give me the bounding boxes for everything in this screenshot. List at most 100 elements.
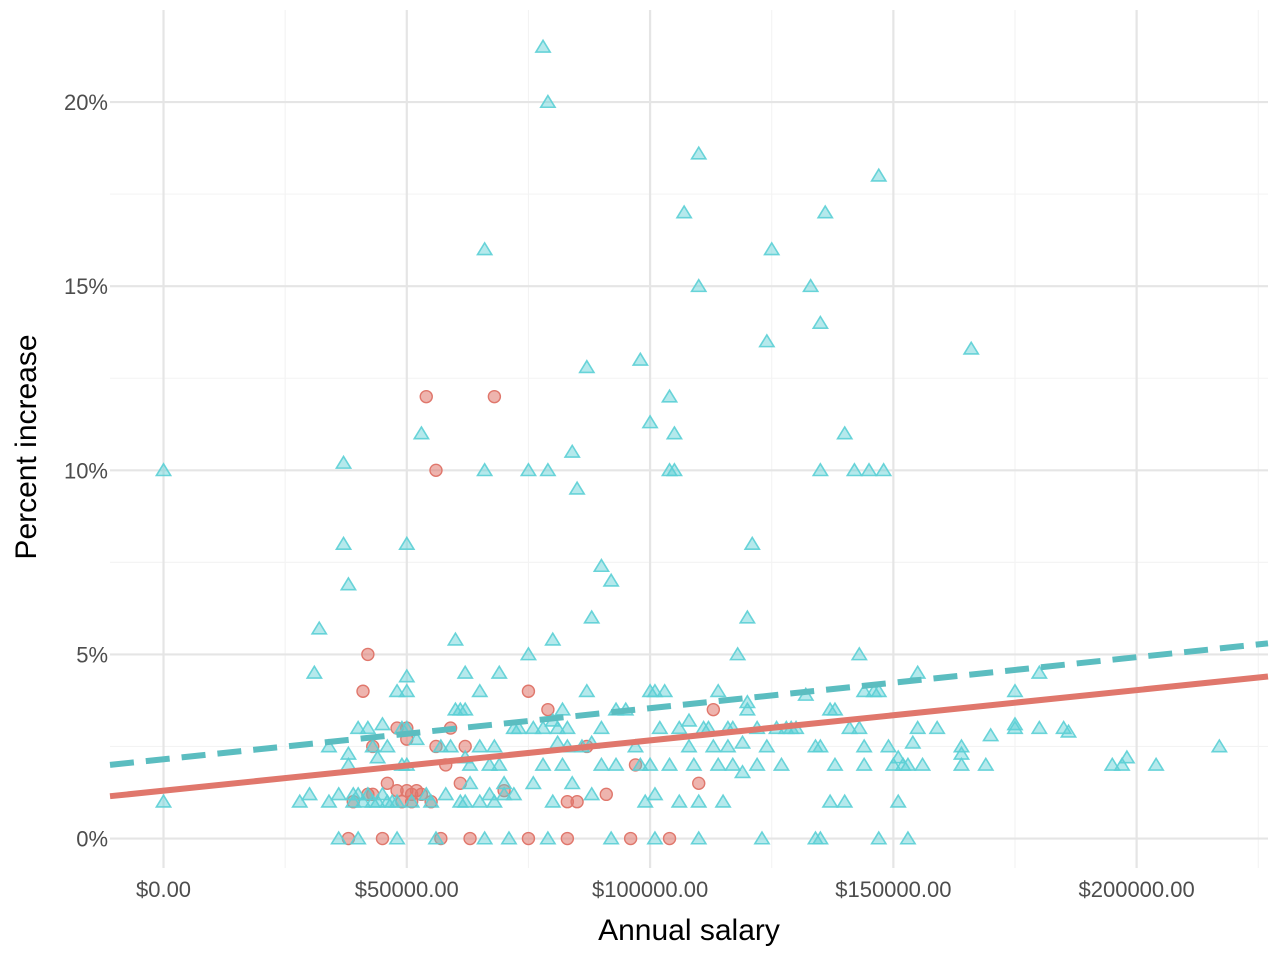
- data-point-triangle: [412, 425, 430, 440]
- data-point-triangle: [539, 462, 557, 477]
- data-point-triangle: [909, 720, 927, 735]
- data-point-triangle: [568, 480, 586, 495]
- data-point-triangle: [836, 425, 854, 440]
- data-point-triangle: [772, 756, 791, 771]
- data-point-triangle: [471, 683, 489, 698]
- data-point-triangle: [553, 701, 572, 716]
- data-point-circle: [375, 831, 390, 846]
- data-point-triangle: [1118, 749, 1136, 764]
- data-point-triangle: [855, 738, 873, 753]
- data-point-triangle: [583, 786, 601, 801]
- y-tick-label: 15%: [64, 274, 108, 299]
- data-point-triangle: [398, 683, 416, 698]
- data-point-triangle: [889, 793, 907, 808]
- data-point-circle: [380, 776, 395, 791]
- data-point-triangle: [709, 683, 727, 698]
- data-point-triangle: [904, 734, 922, 749]
- data-point-triangle: [665, 425, 683, 440]
- data-point-triangle: [909, 664, 927, 679]
- data-point-circle: [662, 831, 677, 846]
- data-point-triangle: [899, 756, 917, 771]
- data-point-triangle: [558, 720, 576, 735]
- data-point-circle: [560, 831, 575, 846]
- data-point-triangle: [519, 646, 538, 661]
- data-point-triangle: [670, 793, 688, 808]
- data-point-triangle: [928, 720, 946, 735]
- data-point-triangle: [500, 830, 518, 845]
- data-point-triangle: [154, 462, 173, 477]
- data-point-circle: [599, 787, 613, 802]
- data-point-triangle: [714, 793, 732, 808]
- data-point-triangle: [1210, 738, 1228, 753]
- data-point-triangle: [660, 756, 679, 771]
- trend-lines: [109, 640, 1269, 800]
- data-point-triangle: [656, 683, 674, 698]
- data-point-circle: [541, 702, 555, 717]
- data-point-triangle: [398, 668, 416, 683]
- data-point-triangle: [870, 830, 888, 845]
- data-point-circle: [361, 647, 375, 662]
- data-point-triangle: [982, 727, 1000, 742]
- data-point-triangle: [334, 535, 353, 550]
- data-point-triangle: [962, 340, 980, 355]
- data-point-triangle: [899, 830, 917, 845]
- data-point-triangle: [339, 576, 357, 591]
- data-point-triangle: [519, 462, 538, 477]
- data-point-triangle: [875, 462, 893, 477]
- data-point-triangle: [646, 786, 664, 801]
- data-point-triangle: [456, 701, 474, 716]
- data-point-triangle: [330, 830, 348, 845]
- trend-line-solid: [109, 673, 1269, 800]
- x-tick-label: $200000.00: [1079, 877, 1195, 902]
- y-tick-label: 0%: [76, 827, 108, 852]
- data-point-triangle: [631, 351, 649, 366]
- data-point-triangle: [534, 756, 552, 771]
- data-point-circle: [356, 684, 370, 698]
- data-point-circle: [623, 831, 638, 846]
- data-point-triangle: [977, 756, 995, 771]
- trend-line-dashed: [109, 640, 1269, 768]
- data-point-circle: [692, 776, 706, 791]
- data-point-triangle: [704, 738, 722, 753]
- x-tick-label: $150000.00: [835, 877, 951, 902]
- data-point-circle: [521, 831, 536, 846]
- data-point-triangle: [544, 793, 562, 808]
- data-point-triangle: [510, 720, 528, 735]
- data-point-triangle: [836, 793, 854, 808]
- data-point-triangle: [578, 683, 596, 698]
- data-point-triangle: [524, 775, 542, 790]
- x-tick-label: $100000.00: [592, 877, 708, 902]
- data-point-triangle: [855, 756, 873, 771]
- data-point-triangle: [534, 38, 552, 53]
- data-point-triangle: [748, 756, 766, 771]
- data-point-triangle: [592, 756, 610, 771]
- data-point-triangle: [811, 314, 829, 330]
- data-point-triangle: [553, 756, 572, 771]
- data-point-triangle: [1147, 756, 1165, 771]
- data-point-triangle: [544, 631, 562, 646]
- data-point-triangle: [738, 701, 756, 716]
- data-point-triangle: [310, 620, 328, 635]
- data-point-triangle: [879, 738, 898, 753]
- data-point-triangle: [850, 720, 868, 735]
- data-point-triangle: [437, 786, 455, 801]
- y-axis-title: Percent increase: [10, 334, 43, 559]
- data-point-triangle: [373, 716, 392, 731]
- y-tick-label: 20%: [64, 90, 108, 115]
- data-point-triangle: [490, 664, 508, 679]
- data-point-triangle: [602, 572, 620, 587]
- data-point-triangle: [826, 756, 844, 771]
- data-point-triangle: [305, 664, 323, 679]
- data-point-triangle: [1006, 683, 1024, 698]
- data-point-triangle: [407, 731, 426, 746]
- data-point-triangle: [758, 333, 776, 348]
- data-point-triangle: [646, 830, 664, 845]
- data-point-triangle: [369, 749, 387, 764]
- data-point-triangle: [320, 738, 338, 753]
- data-point-circle: [521, 684, 536, 698]
- data-point-triangle: [359, 720, 377, 735]
- data-points: [154, 38, 1228, 846]
- data-point-triangle: [388, 830, 406, 845]
- data-point-triangle: [724, 756, 742, 771]
- data-point-triangle: [471, 738, 489, 753]
